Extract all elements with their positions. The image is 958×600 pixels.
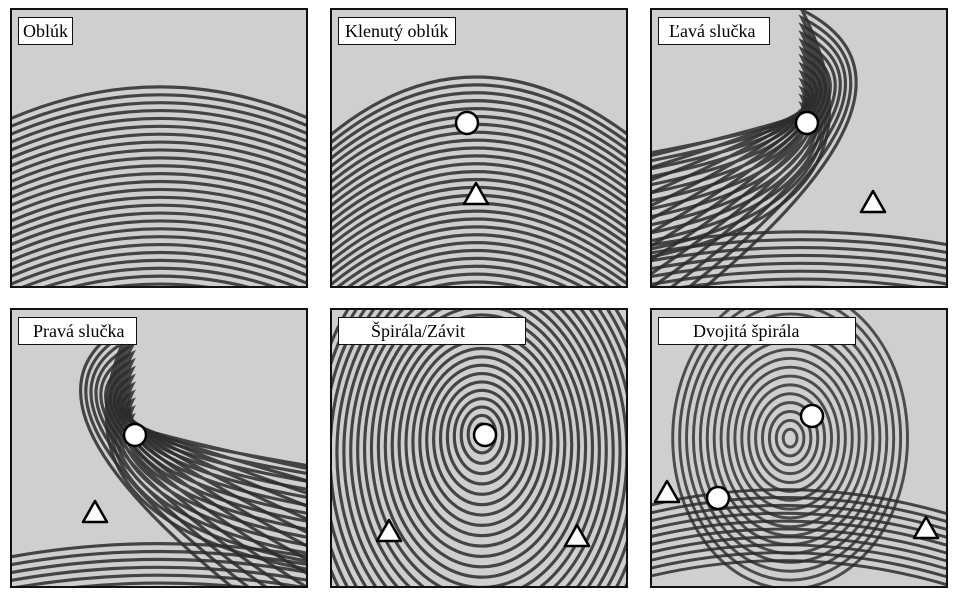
delta-marker-triangle-icon: [858, 187, 888, 217]
delta-marker-triangle-icon: [562, 521, 592, 551]
core-marker-circle-icon: [470, 420, 500, 450]
panel-tented-arch: Klenutý oblúk: [330, 8, 628, 288]
panel-left-loop: Ľavá slučka: [650, 8, 948, 288]
fingerprint-tented-arch-image: [332, 10, 626, 286]
delta-marker-triangle-icon: [461, 179, 491, 209]
core-marker-circle-icon: [792, 108, 822, 138]
fingerprint-left-loop-image: [652, 10, 946, 286]
panel-right-loop: Pravá slučka: [10, 308, 308, 588]
panel-label-left-loop: Ľavá slučka: [658, 17, 771, 45]
panel-label-tented-arch: Klenutý oblúk: [338, 17, 456, 45]
core-marker-circle-icon: [703, 483, 733, 513]
panel-label-right-loop: Pravá slučka: [18, 317, 138, 345]
fingerprint-arch-image: [12, 10, 306, 286]
core-marker-circle-icon: [797, 401, 827, 431]
delta-marker-triangle-icon: [80, 497, 110, 527]
panel-label-whorl: Špirála/Závit: [338, 317, 526, 345]
core-marker-circle-icon: [120, 420, 150, 450]
fingerprint-right-loop-image: [12, 310, 306, 586]
panel-label-double-loop: Dvojitá špirála: [658, 317, 857, 345]
core-marker-circle-icon: [452, 108, 482, 138]
fingerprint-double-loop-image: [652, 310, 946, 586]
panel-whorl: Špirála/Závit: [330, 308, 628, 588]
panel-label-arch: Oblúk: [18, 17, 73, 45]
delta-marker-triangle-icon: [911, 513, 941, 543]
panel-arch: Oblúk: [10, 8, 308, 288]
delta-marker-triangle-icon: [652, 477, 682, 507]
delta-marker-triangle-icon: [374, 516, 404, 546]
panel-double-loop: Dvojitá špirála: [650, 308, 948, 588]
